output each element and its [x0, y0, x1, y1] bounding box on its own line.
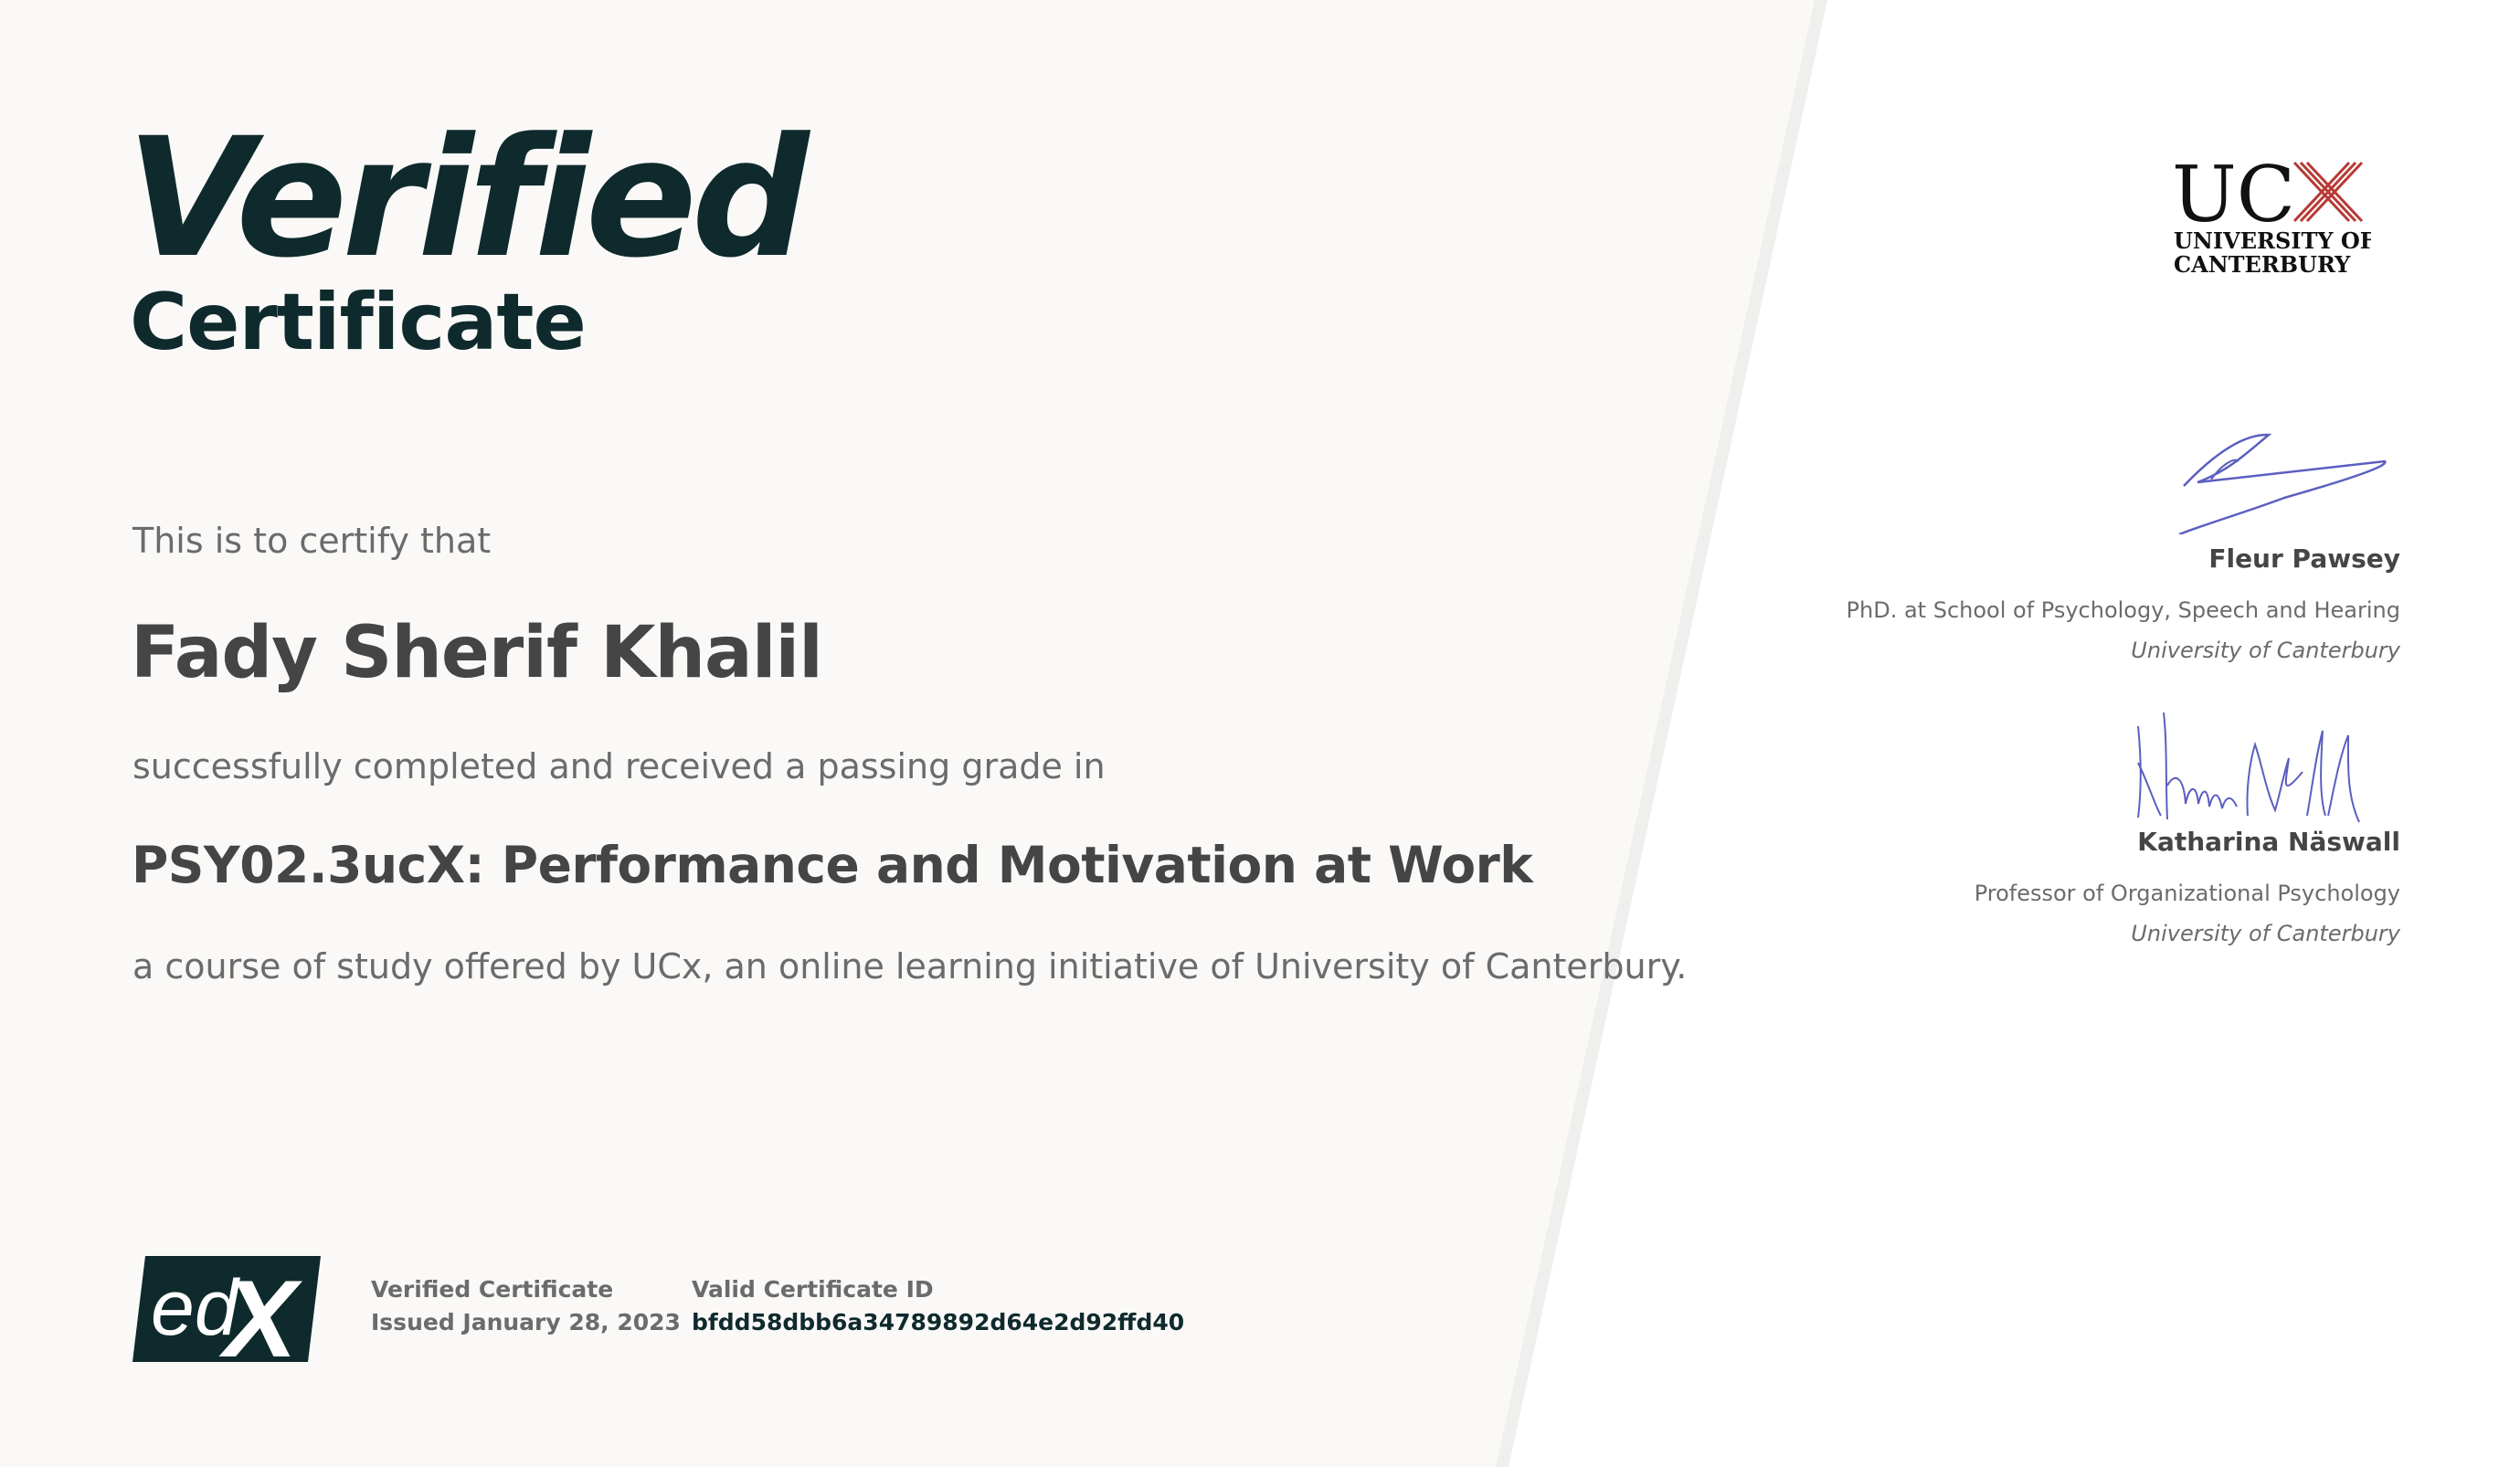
ucx-logo: UC UNIVERSITY OF CANTERBURY: [2172, 155, 2371, 278]
title-certificate: Certificate: [130, 277, 587, 368]
signature-fleur-pawsey: [2178, 433, 2387, 534]
edx-logo: ed X: [132, 1256, 321, 1362]
signatory-1-name: Fleur Pawsey: [2208, 544, 2400, 574]
certify-text: This is to certify that: [132, 521, 492, 561]
edx-logo-x: X: [218, 1258, 303, 1362]
completed-text: successfully completed and received a pa…: [132, 746, 1106, 786]
diagonal-divider: [1496, 0, 1827, 1467]
course-title: PSY02.3ucX: Performance and Motivation a…: [132, 836, 1533, 894]
ucx-logo-line1: UNIVERSITY OF: [2174, 227, 2371, 254]
ucx-logo-x: [2292, 161, 2364, 223]
signatory-2-title: Professor of Organizational Psychology: [1974, 881, 2400, 906]
offered-text: a course of study offered by UCx, an onl…: [132, 946, 1688, 987]
ucx-logo-uc: UC: [2172, 155, 2295, 239]
certificate-type-label: Verified Certificate: [371, 1276, 614, 1303]
ucx-logo-line2: CANTERBURY: [2174, 251, 2351, 278]
left-panel: [0, 0, 1827, 1467]
certificate-id-value: bfdd58dbb6a34789892d64e2d92ffd40: [692, 1309, 1185, 1335]
issued-date: Issued January 28, 2023: [371, 1309, 681, 1335]
signatory-2-name: Katharina Näswall: [2137, 827, 2400, 857]
signatory-1-title: PhD. at School of Psychology, Speech and…: [1846, 597, 2400, 623]
certificate-id-label: Valid Certificate ID: [692, 1276, 934, 1303]
signatory-1-organization: University of Canterbury: [2131, 638, 2400, 663]
title-verified: Verified: [126, 103, 810, 294]
signatory-2-organization: University of Canterbury: [2131, 921, 2400, 946]
edx-logo-ed: ed: [151, 1264, 241, 1352]
signature-katharina-naswall: [2137, 712, 2360, 823]
learner-name: Fady Sherif Khalil: [131, 612, 823, 694]
